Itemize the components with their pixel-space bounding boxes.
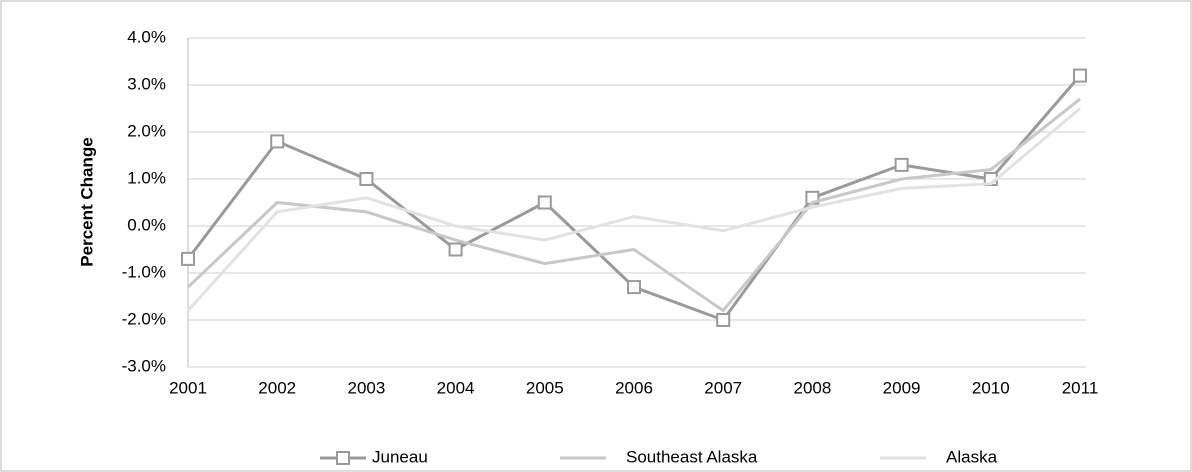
data-point bbox=[270, 134, 285, 149]
y-tick-label: 0.0% bbox=[127, 215, 166, 234]
series-line bbox=[186, 107, 1081, 312]
y-tick-label: 2.0% bbox=[127, 121, 166, 140]
data-point bbox=[448, 242, 463, 257]
data-point bbox=[716, 313, 731, 327]
y-tick-label: -3.0% bbox=[122, 356, 166, 375]
legend-label: Alaska bbox=[946, 447, 998, 466]
x-tick-label: 2005 bbox=[526, 378, 564, 397]
data-point bbox=[894, 157, 909, 172]
x-tick-label: 2007 bbox=[704, 378, 742, 397]
x-tick-label: 2010 bbox=[972, 378, 1010, 397]
y-tick-label: 4.0% bbox=[127, 27, 166, 46]
y-axis-label: Percent Change bbox=[77, 137, 96, 266]
legend-label: Juneau bbox=[372, 447, 428, 466]
x-tick-label: 2011 bbox=[1062, 378, 1099, 397]
y-tick-label: 3.0% bbox=[127, 74, 166, 93]
y-tick-label: -1.0% bbox=[122, 262, 166, 281]
data-point bbox=[1073, 68, 1087, 83]
y-tick-label: -2.0% bbox=[122, 309, 166, 328]
data-point bbox=[627, 280, 641, 295]
data-point bbox=[181, 251, 195, 266]
x-tick-label: 2006 bbox=[615, 378, 653, 397]
data-point bbox=[537, 195, 552, 210]
x-tick-label: 2001 bbox=[169, 378, 207, 397]
x-tick-label: 2008 bbox=[793, 378, 831, 397]
y-tick-label: 1.0% bbox=[127, 168, 166, 187]
data-point bbox=[359, 172, 374, 186]
x-tick-label: 2003 bbox=[347, 378, 385, 397]
x-tick-label: 2004 bbox=[437, 378, 475, 397]
series-line bbox=[186, 97, 1081, 313]
x-tick-label: 2009 bbox=[883, 378, 921, 397]
x-tick-label: 2002 bbox=[258, 378, 296, 397]
legend-marker bbox=[336, 451, 350, 465]
legend-label: Southeast Alaska bbox=[626, 447, 758, 466]
